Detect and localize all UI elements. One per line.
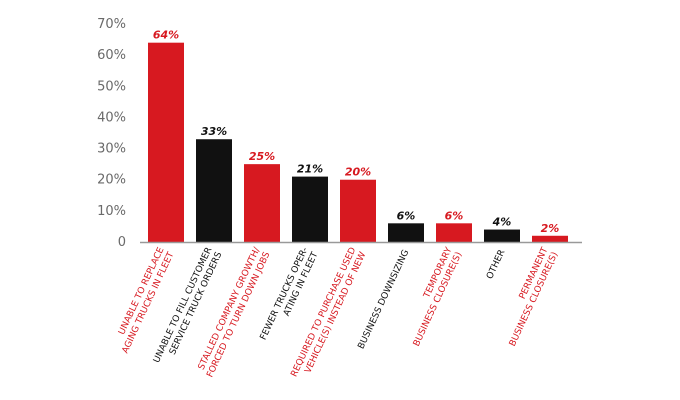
y-tick-label: 60% bbox=[97, 48, 126, 63]
bar-value-label: 21% bbox=[297, 163, 323, 176]
bar-value-label: 64% bbox=[153, 29, 179, 42]
bar-value-label: 20% bbox=[345, 166, 371, 179]
y-tick-label: 0 bbox=[118, 235, 126, 250]
bar-value-label: 6% bbox=[445, 209, 464, 222]
bar bbox=[148, 42, 184, 242]
bar-value-label: 33% bbox=[201, 125, 227, 138]
bar-value-label: 6% bbox=[397, 209, 416, 222]
category-label-line: BUSINESS DOWNSIZING bbox=[357, 248, 412, 350]
y-tick-label: 20% bbox=[97, 173, 126, 188]
y-tick-label: 10% bbox=[97, 204, 126, 219]
y-axis: 0 10% 20% 30% 40% 50% 60% 70% bbox=[97, 17, 126, 250]
bar-value-label: 4% bbox=[492, 216, 512, 229]
bar bbox=[292, 176, 328, 242]
y-tick-label: 50% bbox=[97, 79, 126, 94]
bar-value-label: 2% bbox=[541, 222, 560, 235]
category-label: OTHER bbox=[485, 248, 507, 281]
bar bbox=[532, 235, 568, 242]
value-labels-group: 64% 33% 25% 21% 20% 6% 6% 4% 2% bbox=[153, 29, 560, 235]
category-label-line: OTHER bbox=[485, 248, 507, 281]
bar bbox=[244, 164, 280, 242]
bar-value-label: 25% bbox=[249, 150, 275, 163]
bar bbox=[340, 179, 376, 242]
bar bbox=[388, 223, 424, 242]
bar bbox=[196, 139, 232, 242]
bar bbox=[436, 223, 472, 242]
y-tick-label: 40% bbox=[97, 110, 126, 125]
y-tick-label: 30% bbox=[97, 142, 126, 157]
bars-group bbox=[148, 42, 568, 242]
category-label: BUSINESS DOWNSIZING bbox=[357, 248, 412, 350]
bar bbox=[484, 229, 520, 242]
y-tick-label: 70% bbox=[97, 17, 126, 32]
